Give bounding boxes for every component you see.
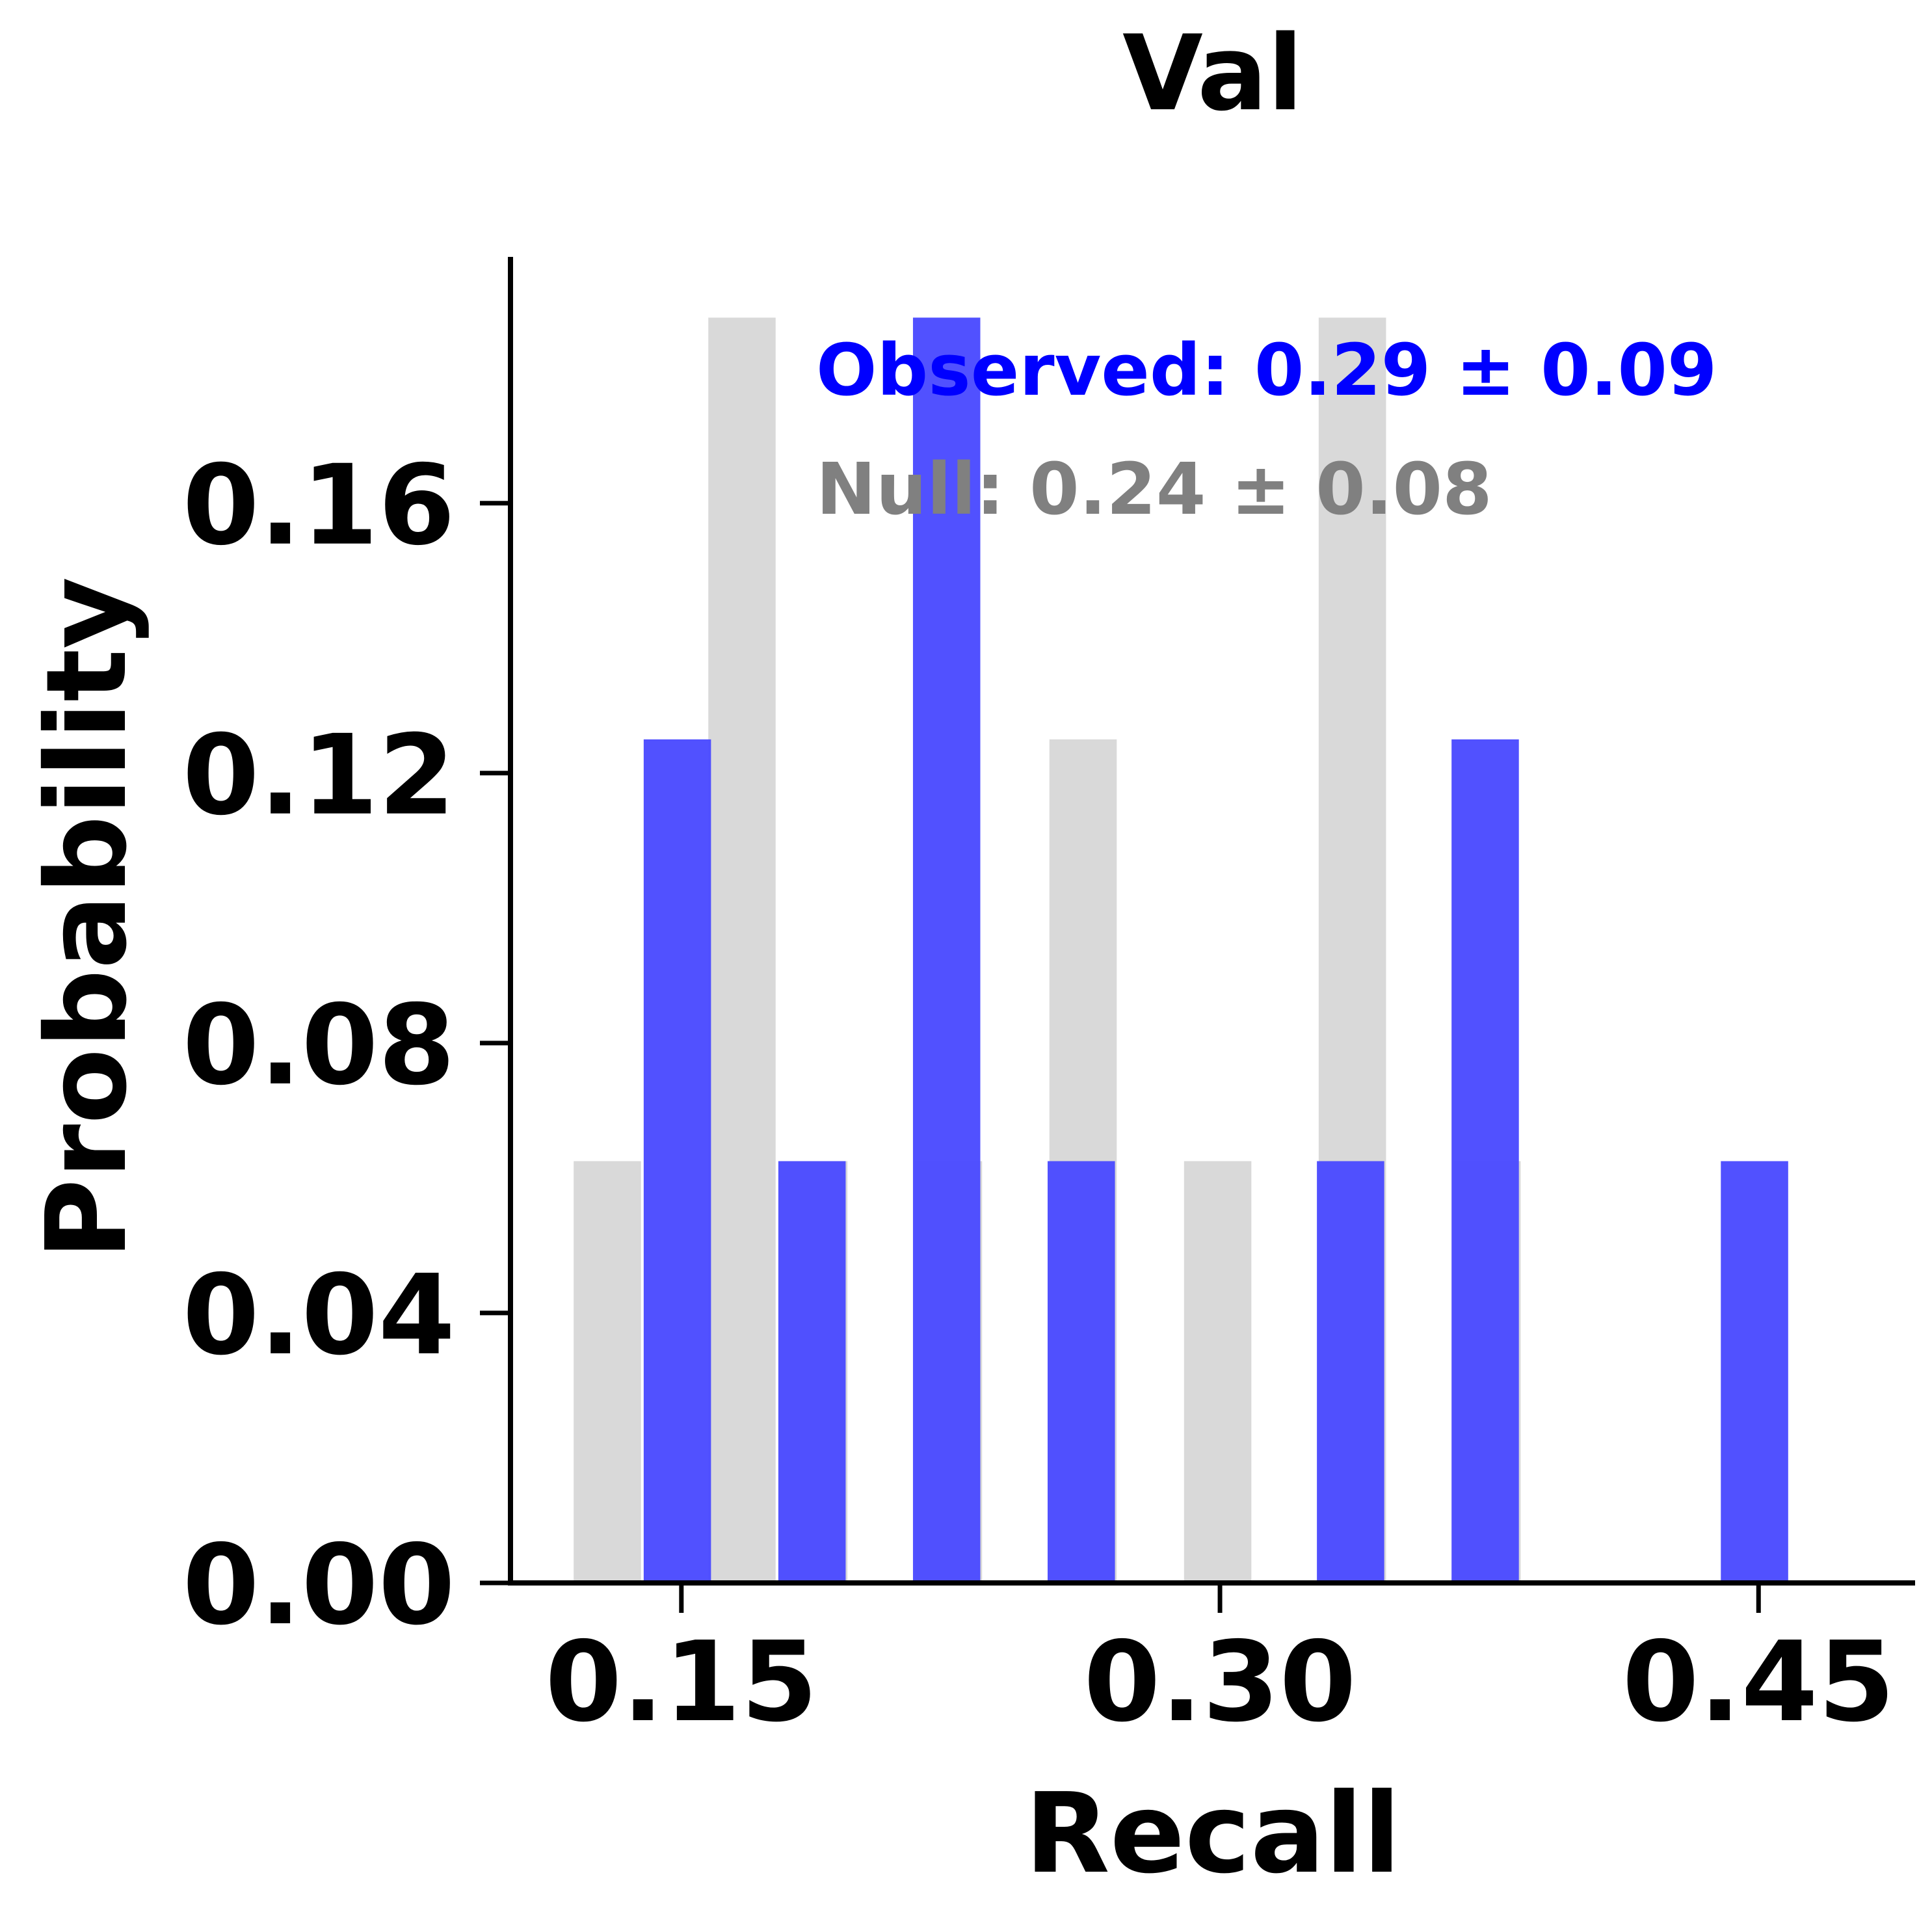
ticks-layer: 0.00 0.04 0.08 0.12 0.16 0.15 0.30 0.45 <box>183 442 1895 1747</box>
y-axis-label: Probability <box>23 577 152 1260</box>
observed-bar-6 <box>1721 1161 1788 1583</box>
observed-bar-4 <box>1317 1161 1384 1583</box>
null-bar-5 <box>1184 1161 1252 1583</box>
observed-bar-5 <box>1451 739 1519 1583</box>
y-tick-label: 0.16 <box>183 442 455 570</box>
x-tick-label: 0.15 <box>545 1618 817 1747</box>
null-bar-1 <box>708 317 776 1584</box>
bars-layer <box>574 317 1788 1584</box>
y-tick-label: 0.00 <box>183 1521 455 1650</box>
observed-bar-0 <box>643 739 711 1583</box>
y-tick-label: 0.08 <box>183 981 455 1110</box>
chart-title: Val <box>1122 12 1303 134</box>
x-tick-label: 0.45 <box>1622 1618 1895 1747</box>
null-bar-0 <box>574 1161 641 1583</box>
observed-bar-3 <box>1048 1161 1115 1583</box>
x-tick-label: 0.30 <box>1083 1618 1356 1747</box>
y-tick-label: 0.12 <box>183 711 455 840</box>
observed-bar-2 <box>912 317 981 1584</box>
annotation-null: Null: 0.24 ± 0.08 <box>816 447 1492 531</box>
y-tick-label: 0.04 <box>183 1251 455 1380</box>
observed-bar-1 <box>778 1161 846 1583</box>
x-axis-label: Recall <box>1025 1770 1401 1898</box>
annotation-observed: Observed: 0.29 ± 0.09 <box>816 328 1717 412</box>
